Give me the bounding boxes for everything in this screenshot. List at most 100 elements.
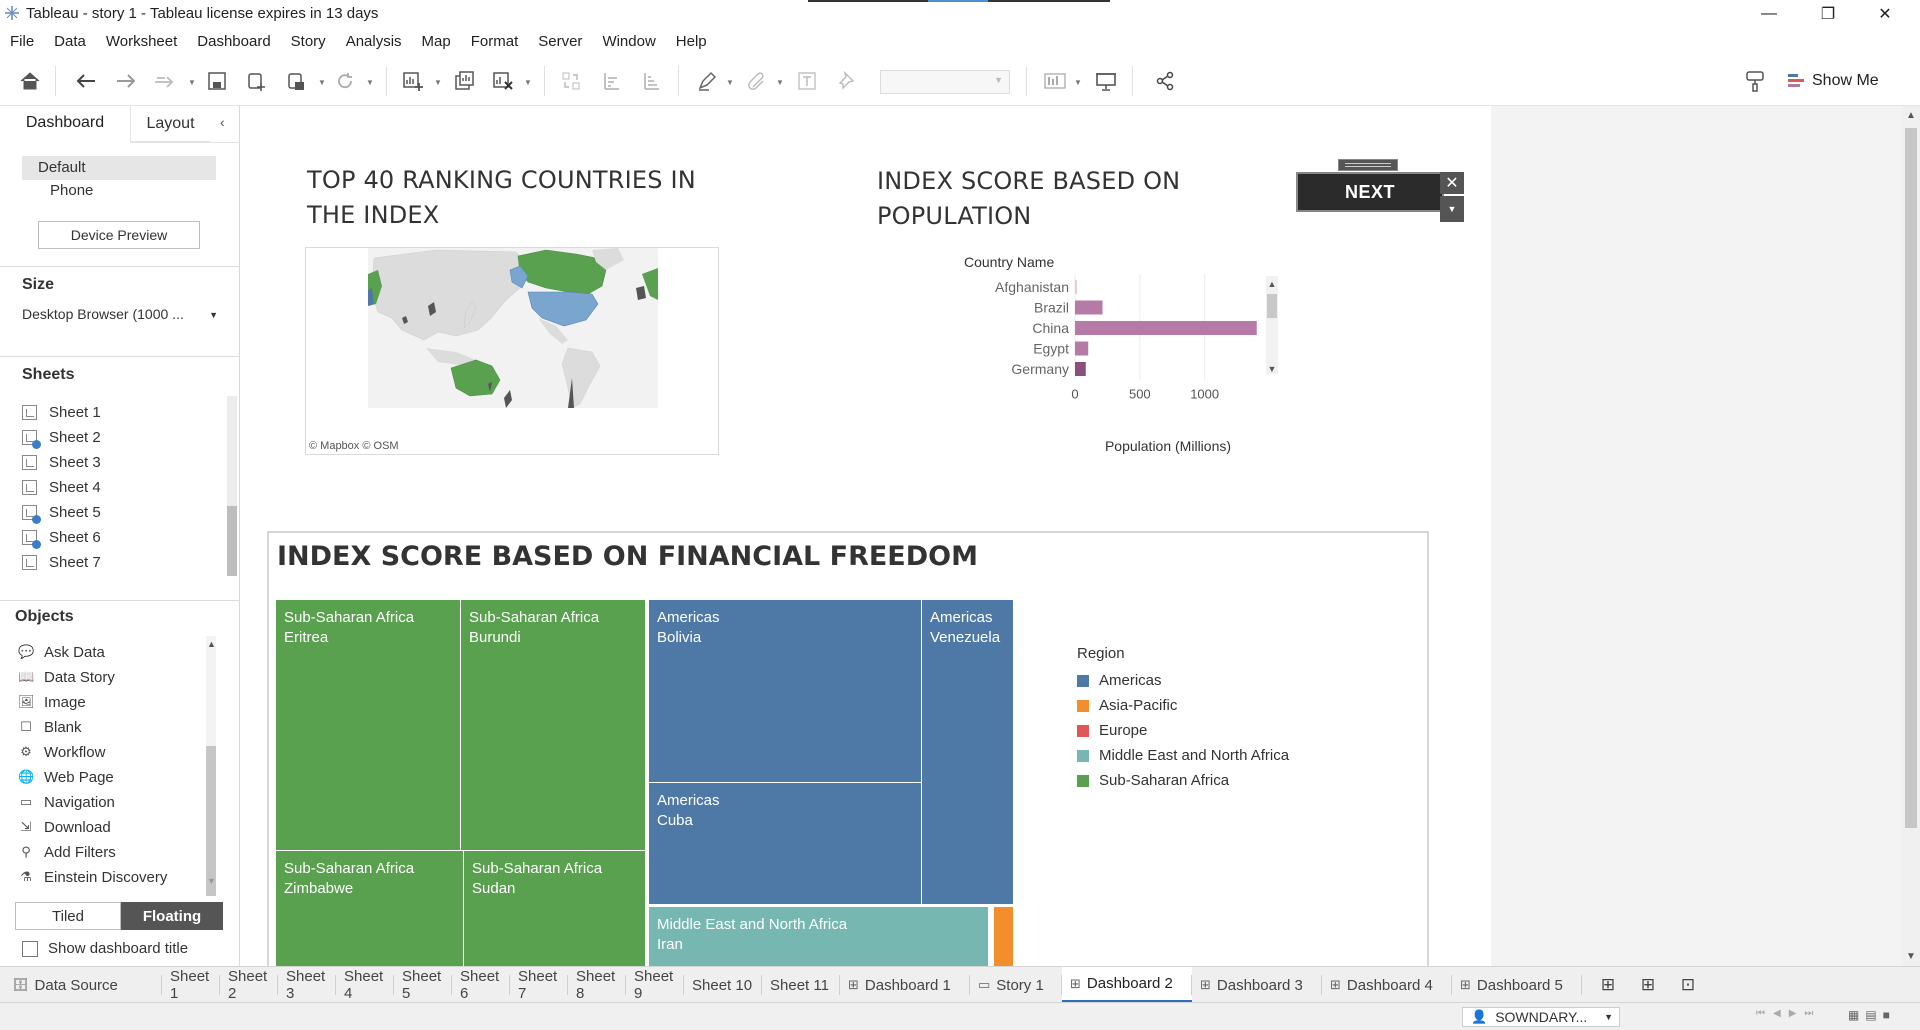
object-blank[interactable]: ☐ Blank (18, 716, 81, 738)
sheet-list-item[interactable]: Sheet 2 (22, 426, 101, 449)
drag-handle-icon[interactable] (1338, 159, 1398, 171)
tab-sheet-6[interactable]: Sheet 6 (452, 967, 510, 1003)
show-mark-labels-icon[interactable] (794, 68, 820, 94)
device-preview-button[interactable]: Device Preview (38, 221, 200, 249)
category-label[interactable]: Egypt (1033, 341, 1069, 357)
category-label[interactable]: Brazil (1034, 300, 1069, 316)
treemap-cell[interactable]: Sub-Saharan Africa Zimbabwe (276, 851, 464, 969)
sheet-list-item[interactable]: Sheet 5 (22, 501, 101, 524)
sort-ascending-icon[interactable] (598, 68, 624, 94)
sheet-list-item[interactable]: Sheet 1 (22, 401, 101, 423)
financial-freedom-container[interactable]: INDEX SCORE BASED ON FINANCIAL FREEDOM S… (267, 531, 1429, 971)
object-add-filters[interactable]: ⚲ Add Filters (18, 841, 115, 863)
legend-item[interactable]: Europe (1077, 718, 1289, 743)
sheets-scroll-thumb[interactable] (227, 506, 237, 576)
share-icon[interactable] (1152, 68, 1178, 94)
sheet-list-item[interactable]: Sheet 6 (22, 526, 101, 549)
legend-item[interactable]: Americas (1077, 668, 1289, 693)
tab-layout[interactable]: Layout (130, 106, 210, 142)
canvas-vertical-scrollbar[interactable]: ▲ ▼ (1902, 106, 1920, 966)
object-navigation[interactable]: ▭ Navigation (18, 791, 115, 813)
remove-object-close-icon[interactable]: ✕ (1440, 172, 1464, 194)
fix-axes-icon[interactable] (834, 68, 860, 94)
device-phone-item[interactable]: Phone (50, 182, 94, 199)
replay-icon[interactable] (152, 68, 178, 94)
scroll-down-icon[interactable]: ▼ (1906, 951, 1916, 962)
highlight-icon[interactable] (694, 68, 720, 94)
object-download[interactable]: ⇲ Download (18, 816, 111, 838)
menu-analysis[interactable]: Analysis (345, 33, 402, 50)
size-dropdown[interactable]: Desktop Browser (1000 ... ▼ (22, 306, 218, 322)
close-window-button[interactable]: ✕ (1878, 6, 1892, 23)
more-options-caret-icon[interactable]: ▼ (1440, 196, 1464, 222)
new-story-tab-icon[interactable]: ⊡ (1680, 975, 1696, 994)
tab-sheet-10[interactable]: Sheet 10 (684, 967, 762, 1003)
pause-updates-icon[interactable] (284, 68, 310, 94)
objects-scroll-thumb[interactable] (206, 746, 216, 896)
legend-item[interactable]: Asia-Pacific (1077, 693, 1289, 718)
objects-scrollbar[interactable]: ▲ ▼ (206, 636, 216, 896)
minimize-button[interactable]: — (1761, 5, 1777, 22)
clear-caret-icon[interactable]: ▼ (524, 78, 532, 87)
show-cards-icon[interactable] (1042, 68, 1068, 94)
bar[interactable] (1075, 300, 1103, 315)
treemap-cell[interactable]: Americas Venezuela (922, 600, 1014, 905)
sheet-list-item[interactable]: Sheet 3 (22, 451, 101, 473)
treemap-cell[interactable]: Sub-Saharan Africa Eritrea (276, 600, 461, 851)
treemap-cell[interactable]: Americas Bolivia (649, 600, 922, 783)
restore-button[interactable]: ❐ (1820, 6, 1836, 23)
map-attribution[interactable]: © Mapbox © OSM (309, 440, 399, 452)
sheets-scrollbar[interactable] (227, 396, 237, 576)
presentation-mode-icon[interactable] (1093, 68, 1119, 94)
bar[interactable] (1075, 321, 1257, 335)
next-navigation-button[interactable]: NEXT (1296, 172, 1444, 212)
category-label[interactable]: Germany (1011, 361, 1069, 377)
population-bar-chart[interactable]: Country Name Afghanistan Brazil China Egypt… (940, 248, 1300, 464)
object-web-page[interactable]: 🌐 Web Page (18, 766, 114, 788)
menu-dashboard[interactable]: Dashboard (197, 33, 271, 50)
view-mode-icons[interactable]: ▦▤■ (1848, 1008, 1896, 1022)
tiled-toggle[interactable]: Tiled (15, 902, 121, 930)
pause-caret-icon[interactable]: ▼ (318, 78, 326, 87)
highlight-caret-icon[interactable]: ▼ (726, 78, 734, 87)
scroll-up-icon[interactable]: ▲ (1906, 110, 1916, 121)
treemap-cell[interactable]: Middle East and North Africa Iran (649, 907, 989, 969)
treemap-cell[interactable]: Americas Cuba (649, 783, 922, 905)
object-image[interactable]: 🖼 Image (18, 691, 86, 713)
scroll-down-icon[interactable]: ▼ (207, 876, 216, 886)
menu-story[interactable]: Story (290, 33, 326, 50)
tab-sheet-3[interactable]: Sheet 3 (278, 967, 336, 1003)
fit-dropdown[interactable]: ▼ (880, 70, 1010, 94)
object-workflow[interactable]: ⚙ Workflow (18, 741, 105, 763)
new-worksheet-caret-icon[interactable]: ▼ (434, 78, 442, 87)
new-worksheet-tab-icon[interactable]: ⊞ (1600, 975, 1616, 994)
object-ask-data[interactable]: 💬 Ask Data (18, 641, 105, 663)
undo-icon[interactable] (73, 68, 99, 94)
tab-sheet-2[interactable]: Sheet 2 (220, 967, 278, 1003)
refresh-caret-icon[interactable]: ▼ (366, 78, 374, 87)
object-data-story[interactable]: 📖 Data Story (18, 666, 115, 688)
tab-dashboard-3[interactable]: ⊞ Dashboard 3 (1192, 967, 1322, 1003)
save-icon[interactable] (204, 68, 230, 94)
tab-sheet-11[interactable]: Sheet 11 (762, 967, 840, 1003)
legend-item[interactable]: Middle East and North Africa (1077, 743, 1289, 768)
tab-dashboard[interactable]: Dashboard (0, 106, 130, 142)
tab-sheet-8[interactable]: Sheet 8 (568, 967, 626, 1003)
canvas-scroll-thumb[interactable] (1905, 128, 1917, 828)
bar[interactable] (1075, 341, 1089, 356)
map-svg[interactable] (306, 248, 719, 455)
new-dashboard-tab-icon[interactable]: ⊞ (1640, 975, 1656, 994)
menu-map[interactable]: Map (421, 33, 451, 50)
menu-window[interactable]: Window (602, 33, 656, 50)
sort-descending-icon[interactable] (638, 68, 664, 94)
menu-format[interactable]: Format (470, 33, 519, 50)
show-dashboard-title-checkbox[interactable]: Show dashboard title (22, 940, 188, 957)
world-map[interactable]: © Mapbox © OSM (305, 247, 719, 455)
floating-toggle[interactable]: Floating (121, 902, 223, 930)
menu-help[interactable]: Help (675, 33, 707, 50)
tab-sheet-9[interactable]: Sheet 9 (626, 967, 684, 1003)
group-members-icon[interactable] (744, 68, 770, 94)
region-legend[interactable]: Region Americas Asia-Pacific Europe Midd… (1077, 645, 1289, 793)
tab-sheet-1[interactable]: Sheet 1 (162, 967, 220, 1003)
category-label[interactable]: Afghanistan (995, 279, 1069, 295)
